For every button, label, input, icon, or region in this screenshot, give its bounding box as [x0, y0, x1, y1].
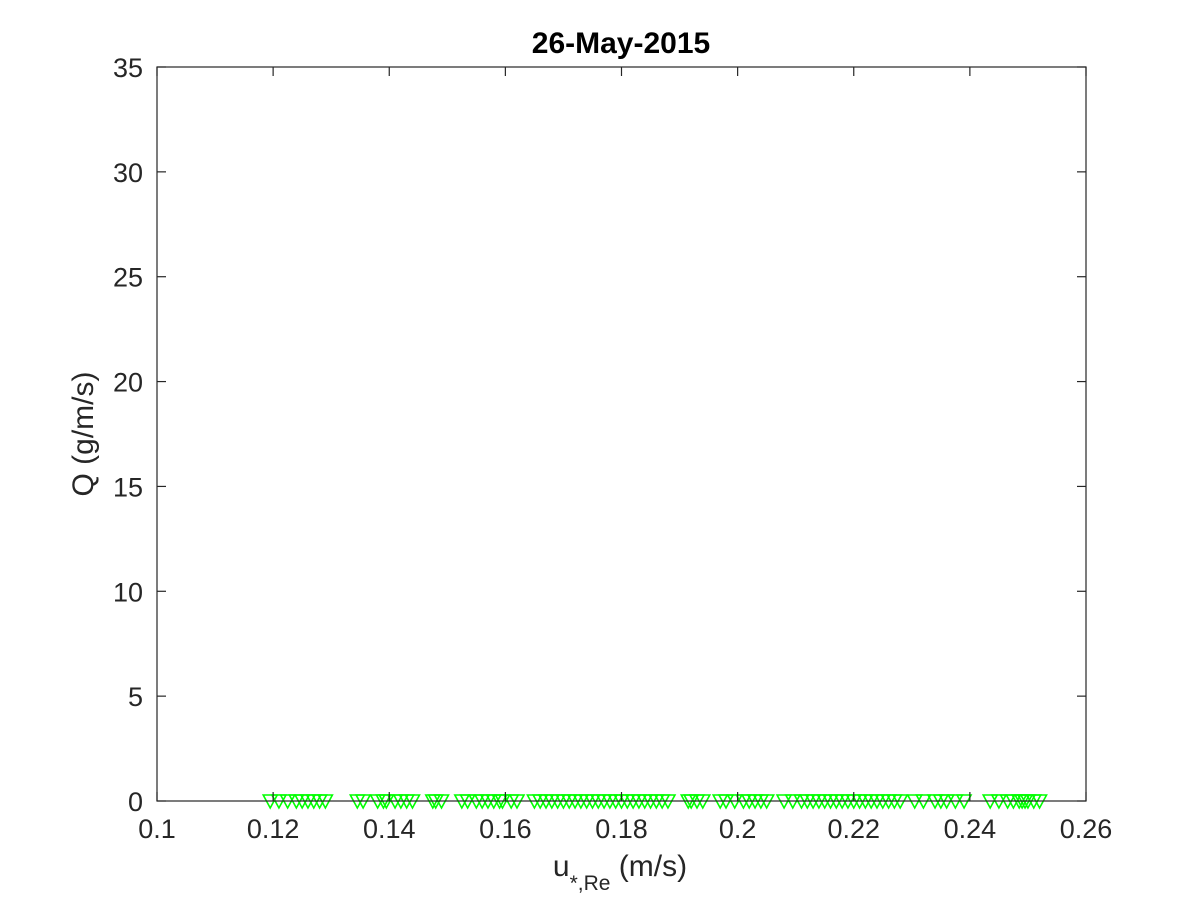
x-tick-label: 0.24	[944, 814, 997, 844]
y-tick-label: 25	[113, 263, 143, 293]
x-tick-label: 0.2	[719, 814, 757, 844]
x-tick-label: 0.1	[138, 814, 176, 844]
x-axis-label: u*,Re (m/s)	[553, 850, 687, 895]
y-axis-label: Q (g/m/s)	[67, 372, 100, 497]
x-axis-ticks: 0.1 0.12 0.14 0.16 0.18 0.2 0.22 0.24 0.26	[138, 67, 1112, 844]
y-tick-label: 10	[113, 577, 143, 607]
y-tick-label: 5	[128, 682, 143, 712]
x-tick-label: 0.26	[1060, 814, 1113, 844]
x-tick-label: 0.16	[479, 814, 532, 844]
x-axis-label-subscript: *,Re	[570, 872, 611, 895]
y-tick-label: 0	[128, 787, 143, 817]
x-axis-label-symbol: u	[553, 850, 570, 883]
y-tick-label: 35	[113, 53, 143, 83]
plot-box	[156, 66, 1087, 802]
chart-title: 26-May-2015	[532, 27, 710, 60]
y-tick-label: 30	[113, 158, 143, 188]
y-tick-label: 20	[113, 368, 143, 398]
x-axis-label-units: (m/s)	[610, 850, 687, 883]
y-tick-label: 15	[113, 472, 143, 502]
x-tick-label: 0.22	[827, 814, 880, 844]
x-tick-label: 0.14	[363, 814, 416, 844]
x-tick-label: 0.18	[595, 814, 648, 844]
x-tick-label: 0.12	[247, 814, 300, 844]
y-axis-ticks: 0 5 10 15 20 25 30 35	[113, 53, 1086, 817]
